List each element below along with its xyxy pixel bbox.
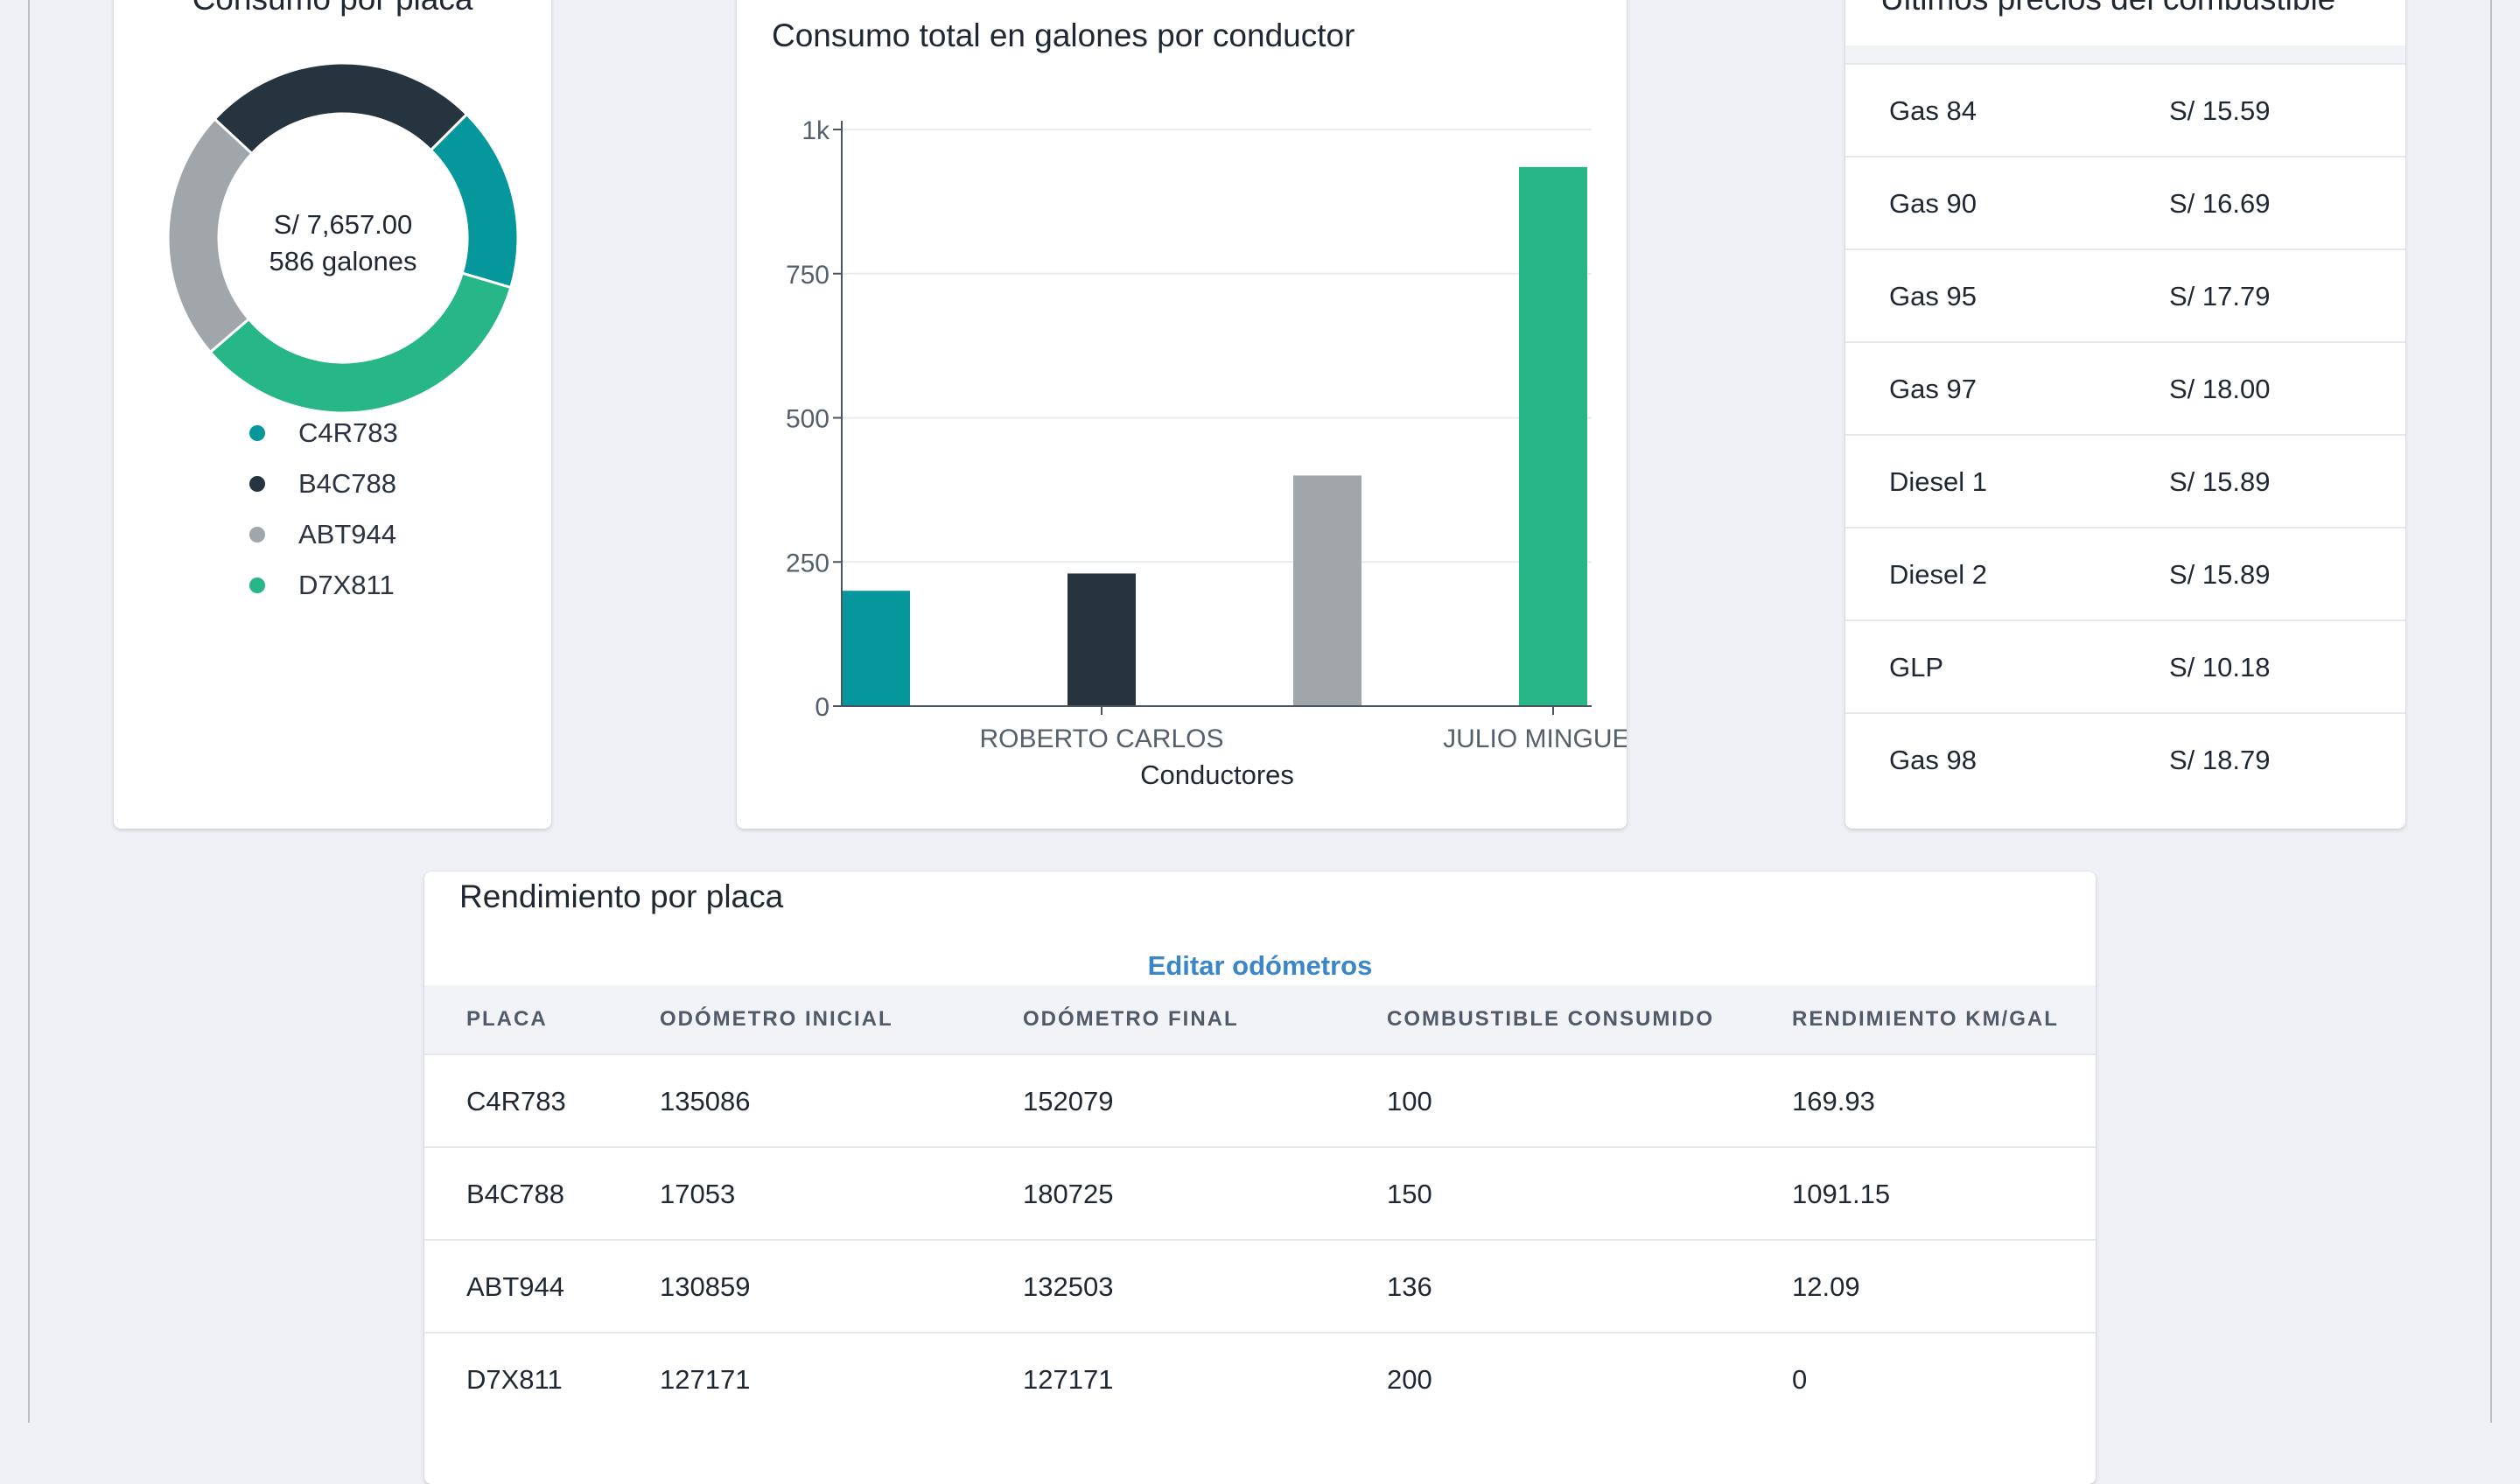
table-cell: 180725 bbox=[1023, 1179, 1114, 1209]
fuel-price: S/ 17.79 bbox=[2169, 281, 2271, 312]
legend-label: C4R783 bbox=[298, 417, 398, 448]
fuel-type: Gas 95 bbox=[1889, 281, 1977, 312]
bar-chart: 0 250 500 750 1k ROBERTO CARLOS JULIO MINGUEZA… bbox=[786, 116, 1627, 790]
column-header: PLACA bbox=[466, 1007, 548, 1031]
table-header: PLACA ODÓMETRO INICIAL ODÓMETRO FINAL COMBU… bbox=[424, 985, 2096, 1054]
legend-label: D7X811 bbox=[298, 570, 395, 600]
fuel-price: S/ 10.18 bbox=[2169, 652, 2271, 682]
table-row: B4C788 17053 180725 150 1091.15 bbox=[424, 1146, 2096, 1241]
edit-odometers-link[interactable]: Editar odómetros bbox=[1147, 950, 1373, 981]
table-row: C4R783 135086 152079 100 169.93 bbox=[424, 1054, 2096, 1148]
fuel-type: Gas 90 bbox=[1889, 188, 1977, 219]
donut-slice[interactable] bbox=[429, 112, 520, 290]
fuel-price: S/ 15.89 bbox=[2169, 559, 2271, 590]
donut-slice[interactable] bbox=[166, 116, 255, 354]
legend-dot-icon bbox=[249, 425, 265, 441]
table-cell: ABT944 bbox=[466, 1271, 565, 1302]
table-cell: D7X811 bbox=[466, 1364, 563, 1395]
table-cell: 127171 bbox=[1023, 1364, 1114, 1395]
fuel-price: S/ 15.89 bbox=[2169, 466, 2271, 497]
legend-dot-icon bbox=[249, 527, 265, 542]
y-tick-label: 750 bbox=[786, 261, 830, 290]
column-header: RENDIMIENTO KM/GAL bbox=[1792, 1007, 2059, 1031]
column-header: ODÓMETRO FINAL bbox=[1023, 1007, 1239, 1031]
fuel-type: Gas 84 bbox=[1889, 95, 1977, 126]
bar[interactable] bbox=[1519, 166, 1587, 706]
x-tick-label: JULIO MINGUEZA bbox=[1443, 724, 1627, 753]
table-cell: 132503 bbox=[1023, 1271, 1114, 1302]
table-cell: C4R783 bbox=[466, 1086, 566, 1116]
card-title: Últimos precios del combustible bbox=[1880, 0, 2335, 18]
donut-center-volume: 586 galones bbox=[270, 246, 417, 276]
bar[interactable] bbox=[1293, 475, 1362, 706]
table-cell: 200 bbox=[1387, 1364, 1432, 1395]
table-cell: 169.93 bbox=[1792, 1086, 1875, 1116]
performance-by-plate-card: Rendimiento por placa Editar odómetros P… bbox=[424, 872, 2096, 1484]
consumption-by-plate-card: Consumo por placa S/ 7,657.00 586 galones… bbox=[114, 0, 551, 829]
fuel-price: S/ 15.59 bbox=[2169, 95, 2271, 126]
bar[interactable] bbox=[1068, 573, 1136, 706]
donut-slice[interactable] bbox=[208, 271, 513, 415]
table-cell: 150 bbox=[1387, 1179, 1432, 1209]
table-cell: 130859 bbox=[660, 1271, 751, 1302]
donut-slice[interactable] bbox=[213, 61, 469, 156]
donut-chart: S/ 7,657.00 586 galones bbox=[166, 61, 520, 415]
y-tick-label: 250 bbox=[786, 549, 830, 578]
table-cell: 127171 bbox=[660, 1364, 751, 1395]
y-tick-label: 500 bbox=[786, 405, 830, 434]
fuel-prices-card: Últimos precios del combustible Gas 84 S/… bbox=[1845, 0, 2405, 829]
fuel-type: Diesel 2 bbox=[1889, 559, 1987, 590]
fuel-type: Diesel 1 bbox=[1889, 466, 1987, 497]
column-header: COMBUSTIBLE CONSUMIDO bbox=[1387, 1007, 1714, 1031]
column-header: ODÓMETRO INICIAL bbox=[660, 1007, 893, 1031]
table-cell: 17053 bbox=[660, 1179, 736, 1209]
card-title: Rendimiento por placa bbox=[459, 878, 784, 914]
consumption-by-driver-card: Consumo total en galones por conductor 0… bbox=[737, 0, 1627, 829]
table-cell: 12.09 bbox=[1792, 1271, 1860, 1302]
x-tick-label: ROBERTO CARLOS bbox=[980, 724, 1224, 753]
list-item: Gas 90 S/ 16.69 bbox=[1845, 156, 2405, 250]
table-cell: 135086 bbox=[660, 1086, 751, 1116]
legend-label: ABT944 bbox=[298, 519, 397, 550]
fuel-price: S/ 18.00 bbox=[2169, 374, 2271, 404]
table-cell: 1091.15 bbox=[1792, 1179, 1891, 1209]
list-item: Gas 97 S/ 18.00 bbox=[1845, 341, 2405, 436]
y-tick-label: 0 bbox=[815, 693, 830, 722]
window-right-border bbox=[2490, 0, 2492, 1423]
donut-center-amount: S/ 7,657.00 bbox=[274, 209, 413, 240]
table-cell: 100 bbox=[1387, 1086, 1432, 1116]
list-item: Gas 84 S/ 15.59 bbox=[1845, 63, 2405, 158]
fuel-price: S/ 18.79 bbox=[2169, 745, 2271, 775]
table-row: ABT944 130859 132503 136 12.09 bbox=[424, 1239, 2096, 1334]
chart-title: Consumo total en galones por conductor bbox=[772, 18, 1355, 53]
legend-dot-icon bbox=[249, 578, 265, 593]
fuel-type: Gas 98 bbox=[1889, 745, 1977, 775]
table-cell: 152079 bbox=[1023, 1086, 1114, 1116]
legend-dot-icon bbox=[249, 476, 265, 492]
list-item: Gas 95 S/ 17.79 bbox=[1845, 248, 2405, 343]
list-item: GLP S/ 10.18 bbox=[1845, 620, 2405, 714]
fuel-price: S/ 16.69 bbox=[2169, 188, 2271, 219]
table-cell: 0 bbox=[1792, 1364, 1808, 1395]
x-axis-title: Conductores bbox=[1140, 760, 1294, 790]
table-row: D7X811 127171 127171 200 0 bbox=[424, 1332, 2096, 1426]
window-left-border bbox=[28, 0, 30, 1423]
list-header-band bbox=[1845, 46, 2405, 63]
bar[interactable] bbox=[842, 591, 910, 706]
fuel-type: GLP bbox=[1889, 652, 1944, 682]
table-cell: 136 bbox=[1387, 1271, 1432, 1302]
list-item: Diesel 1 S/ 15.89 bbox=[1845, 434, 2405, 528]
y-tick-label: 1k bbox=[802, 116, 830, 145]
table-cell: B4C788 bbox=[466, 1179, 565, 1209]
list-item: Gas 98 S/ 18.79 bbox=[1845, 712, 2405, 807]
fuel-type: Gas 97 bbox=[1889, 374, 1977, 404]
legend-label: B4C788 bbox=[298, 468, 397, 499]
card-title: Consumo por placa bbox=[114, 0, 551, 18]
list-item: Diesel 2 S/ 15.89 bbox=[1845, 527, 2405, 621]
